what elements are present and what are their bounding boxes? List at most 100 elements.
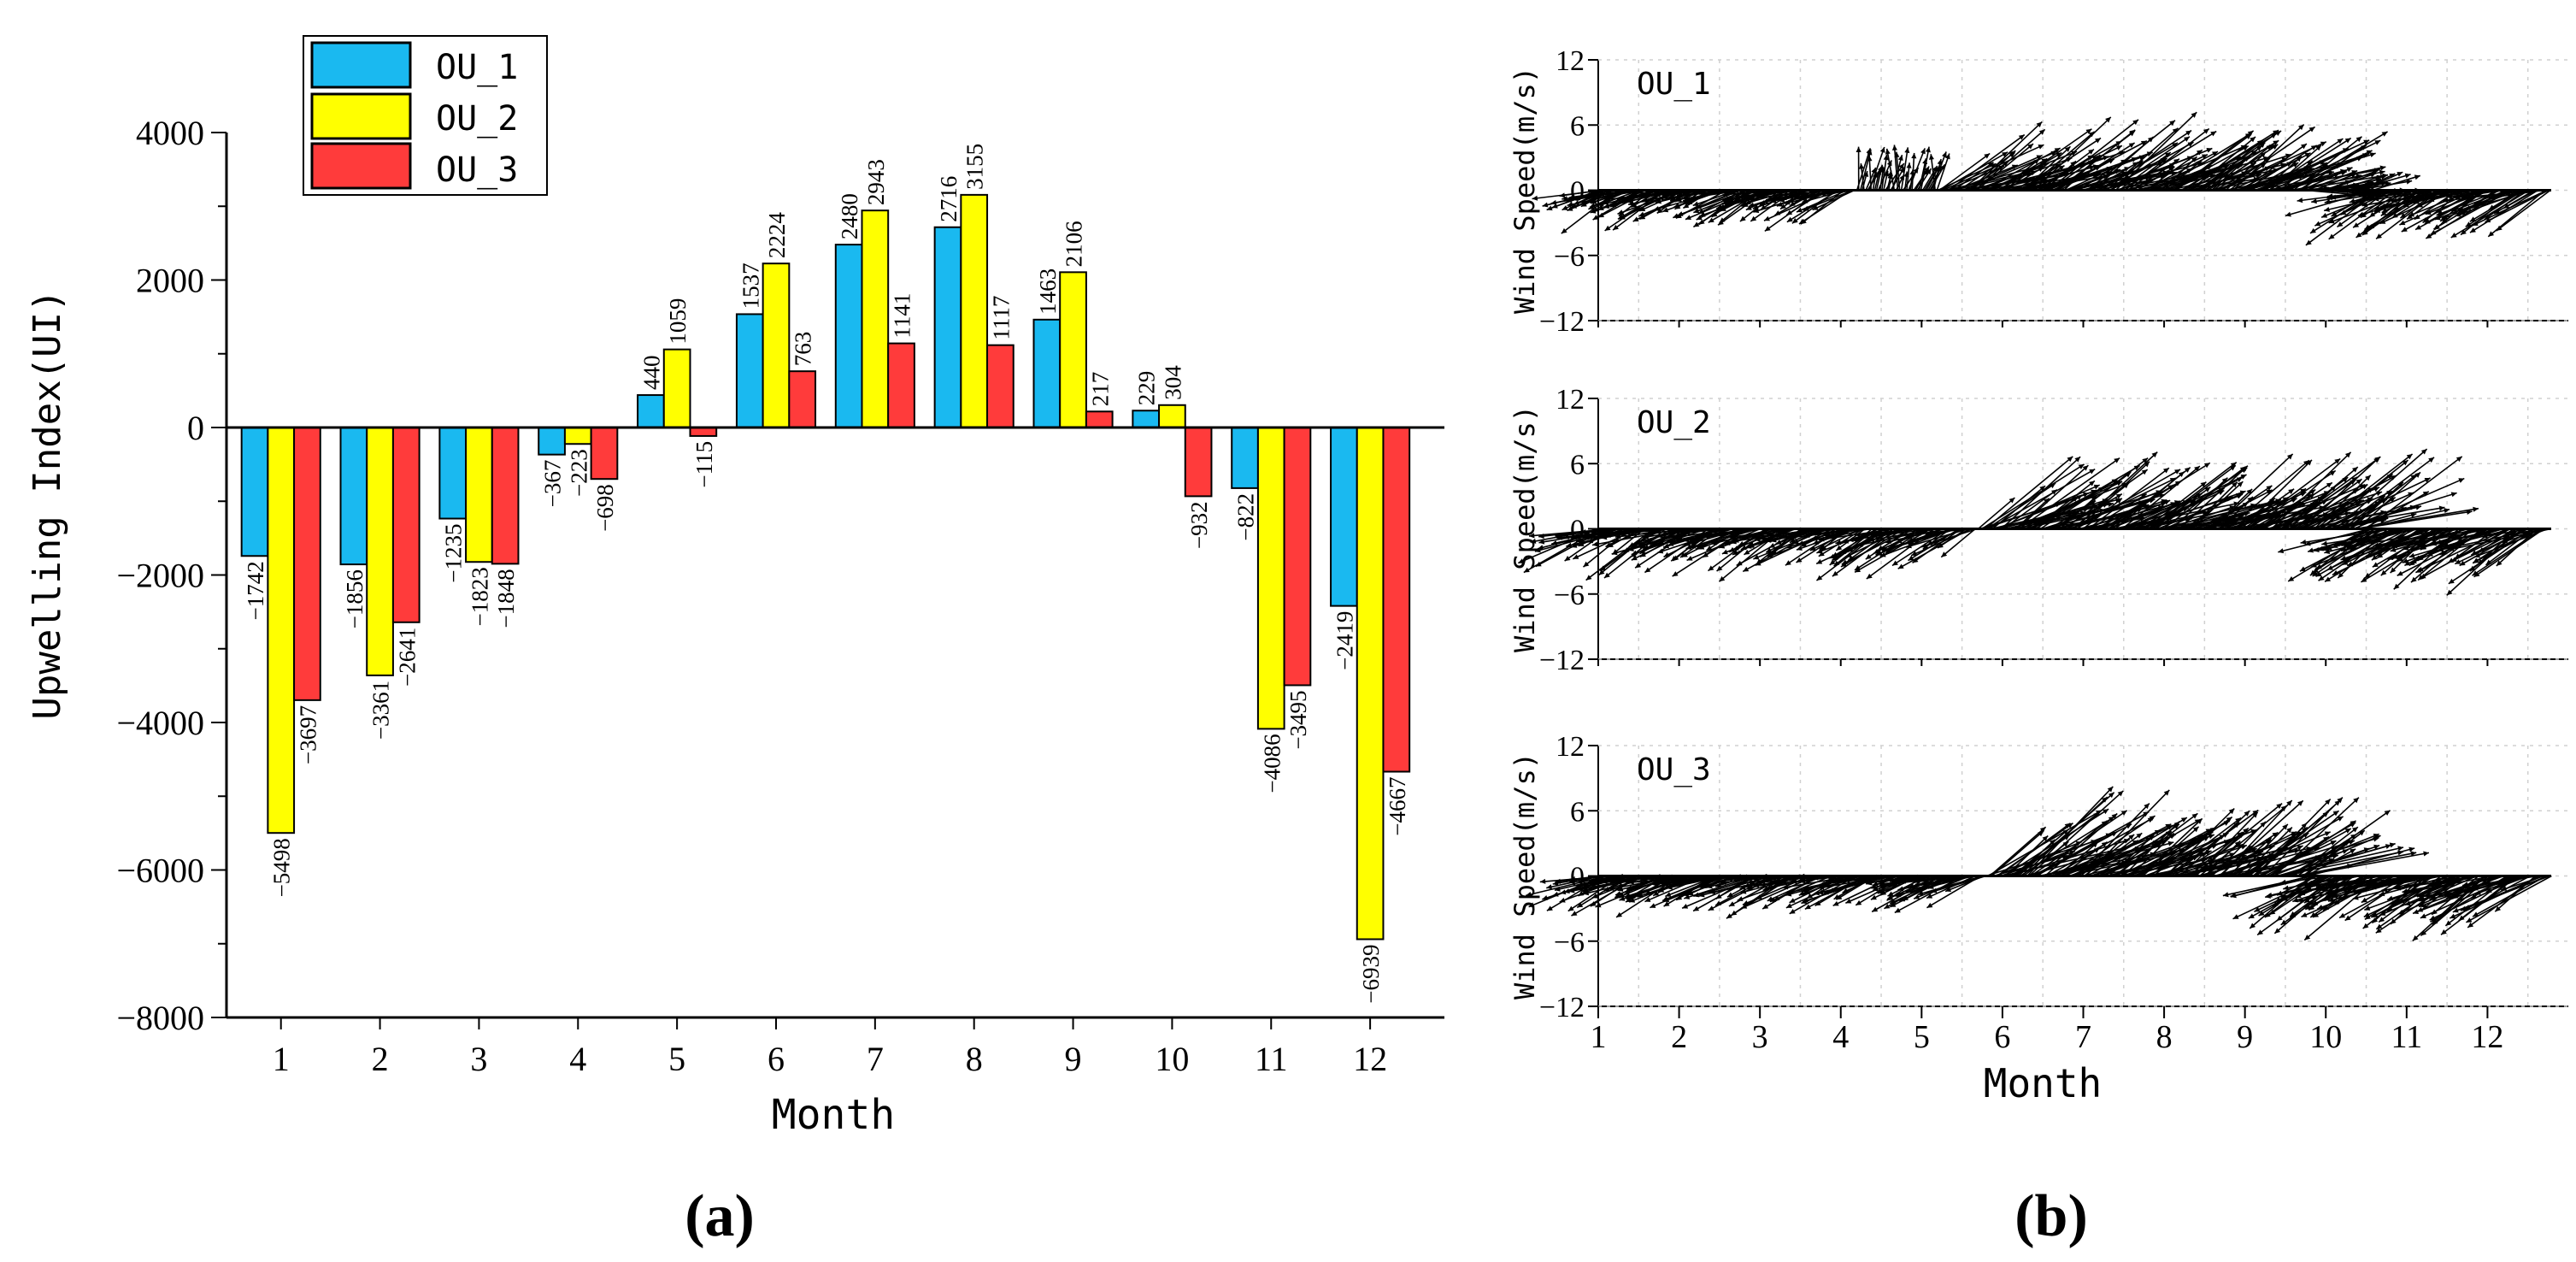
wind-vector	[2472, 189, 2548, 227]
wind-vector-head	[1719, 543, 1726, 549]
wind-vector-head	[2455, 211, 2461, 217]
wind-vector-head	[2144, 803, 2150, 810]
wind-vector-head	[2320, 141, 2326, 147]
wind-vector	[2108, 834, 2155, 877]
wind-vector	[2269, 144, 2322, 192]
wind-vector-head	[2443, 542, 2450, 548]
wind-vector-head	[1791, 218, 1798, 224]
wind-vector-head	[2344, 451, 2351, 458]
y-tick-label: 12	[1556, 45, 1585, 77]
wind-vector-head	[1803, 889, 1810, 895]
wind-vector-head	[2369, 152, 2376, 158]
wind-vector-head	[2381, 208, 2388, 213]
wind-vector-head	[2115, 493, 2122, 499]
wind-vector-head	[2361, 897, 2367, 903]
wind-vector-head	[1663, 901, 1670, 907]
wind-vector	[2037, 820, 2108, 877]
wind-vector-head	[1580, 201, 1587, 207]
wind-vector-head	[2292, 897, 2299, 903]
wind-vector-head	[2344, 829, 2351, 834]
wind-vector-head	[2381, 131, 2388, 137]
wind-vector-head	[2326, 482, 2332, 488]
wind-vector-head	[2252, 810, 2259, 816]
wind-vector-head	[2212, 151, 2219, 156]
wind-vector	[2301, 167, 2353, 192]
wind-vector	[2036, 495, 2079, 530]
wind-vector-head	[1654, 876, 1661, 882]
wind-vector-head	[1552, 891, 1559, 897]
wind-vector	[2292, 136, 2362, 192]
wind-vector-head	[2429, 536, 2436, 542]
legend-label-ou3: OU_3	[436, 150, 518, 190]
wind-vector	[2020, 480, 2120, 530]
wind-vector-head	[2328, 170, 2334, 176]
wind-vector-head	[1762, 904, 1769, 910]
bar-ou2-month-11	[1256, 427, 1285, 730]
wind-vector	[1747, 189, 1812, 201]
wind-vector	[2222, 875, 2314, 897]
x-tick-label: 7	[2075, 1019, 2091, 1055]
y-tick-label: −12	[1539, 992, 1585, 1023]
wind-vector-head	[1567, 206, 1573, 211]
wind-vector-head	[2346, 167, 2353, 173]
wind-vector-head	[1673, 529, 1680, 536]
wind-vector	[2411, 875, 2493, 893]
wind-vector-head	[2340, 546, 2347, 552]
wind-vector-head	[1696, 542, 1703, 548]
wind-vector-head	[2305, 904, 2312, 910]
wind-vector-head	[1789, 538, 1796, 543]
wind-vector-head	[2415, 224, 2422, 230]
x-tick-label: 1	[273, 1040, 290, 1078]
wind-vector-head	[1740, 888, 1747, 894]
wind-vector	[1752, 528, 1830, 538]
wind-vector-head	[2402, 558, 2408, 563]
wind-vector-head	[2461, 229, 2467, 235]
wind-vector-head	[2247, 496, 2253, 503]
y-tick-label: 6	[1570, 449, 1585, 481]
wind-vector	[1918, 158, 1927, 191]
wind-vector-head	[2496, 560, 2502, 566]
wind-vector-head	[2413, 909, 2420, 915]
wind-vector-head	[1895, 880, 1901, 886]
wind-vector	[2365, 456, 2463, 530]
wind-vector	[1930, 154, 1937, 191]
bar-ou2-month-9	[1059, 271, 1087, 429]
wind-vector-head	[2111, 813, 2118, 819]
wind-vector-head	[2343, 556, 2350, 562]
wind-vector-head	[2210, 131, 2217, 137]
wind-vector	[2035, 831, 2118, 877]
wind-vector	[2032, 480, 2096, 530]
wind-vector-head	[2372, 917, 2379, 923]
wind-vector-head	[2420, 449, 2427, 455]
wind-vector-head	[1580, 529, 1586, 535]
bar-ou3-month-6	[788, 370, 817, 428]
wind-vector	[1881, 154, 1888, 191]
bar-label: −4086	[1259, 734, 1285, 793]
wind-vector	[2473, 528, 2549, 558]
wind-vector-head	[2379, 174, 2386, 180]
wind-vector-head	[1652, 881, 1659, 887]
wind-vector	[2364, 875, 2426, 886]
wind-vector	[1561, 189, 1636, 200]
wind-vector-head	[1551, 540, 1557, 545]
wind-vector	[2466, 875, 2552, 923]
wind-vector-head	[2400, 507, 2407, 512]
wind-vector-head	[1683, 203, 1690, 209]
wind-vector	[1997, 484, 2100, 530]
wind-vector-head	[2301, 144, 2307, 150]
wind-vector	[2145, 149, 2203, 192]
wind-vector-head	[2191, 112, 2197, 118]
wind-vector-head	[1782, 884, 1789, 890]
wind-vector	[2481, 528, 2531, 538]
wind-vector-head	[1892, 892, 1899, 898]
wind-vector-head	[2372, 562, 2379, 568]
wind-vector-head	[1663, 897, 1670, 903]
x-tick-label: 11	[1255, 1040, 1288, 1078]
wind-vector-head	[1755, 560, 1761, 566]
wind-vector-head	[1658, 195, 1664, 201]
wind-vector-head	[2185, 130, 2192, 136]
wind-vector-head	[1755, 536, 1761, 542]
wind-vector-head	[1897, 563, 1904, 569]
wind-vector-head	[2252, 811, 2258, 818]
wind-vector-head	[1738, 194, 1744, 200]
